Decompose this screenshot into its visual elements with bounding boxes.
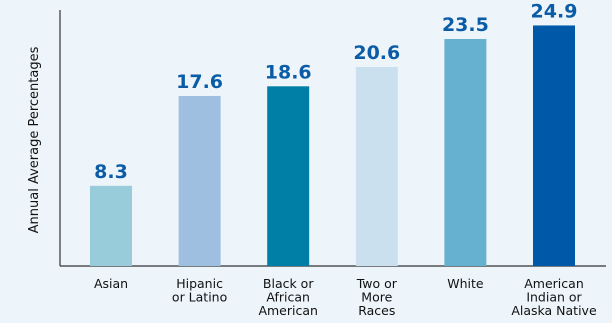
x-tick-label-line: Alaska Native bbox=[511, 303, 597, 318]
bar-5 bbox=[533, 25, 575, 266]
x-tick-label-line: African bbox=[266, 290, 310, 305]
bar-value-label-4: 23.5 bbox=[442, 14, 489, 36]
y-axis-title: Annual Average Percentages bbox=[27, 46, 42, 233]
x-tick-label-line: More bbox=[361, 290, 392, 305]
x-tick-label-line: American bbox=[258, 303, 318, 318]
x-tick-label-line: Indian or bbox=[526, 290, 582, 305]
x-tick-label-1: Hipanic or Latino bbox=[172, 276, 227, 305]
x-tick-label-5: American Indian or Alaska Native bbox=[511, 276, 597, 318]
x-tick-label-0: Asian bbox=[94, 276, 128, 291]
bar-4 bbox=[444, 38, 487, 266]
x-tick-label-line: Hipanic bbox=[176, 276, 223, 291]
bar-1 bbox=[178, 95, 221, 266]
bar-value-label-1: 17.6 bbox=[176, 71, 223, 93]
bar-value-label-0: 8.3 bbox=[94, 161, 128, 183]
bar-value-label-2: 18.6 bbox=[265, 61, 312, 83]
x-tick-label-line: Races bbox=[358, 303, 395, 318]
bar-value-label-5: 24.9 bbox=[531, 0, 578, 22]
x-tick-label-2: Black or African American bbox=[258, 276, 318, 318]
x-tick-label-line: American bbox=[524, 276, 584, 291]
bar-2 bbox=[267, 86, 310, 266]
x-tick-label-line: Black or bbox=[263, 276, 314, 291]
x-tick-label-3: Two or More Races bbox=[356, 276, 398, 318]
x-tick-label-4: White bbox=[447, 276, 484, 291]
bar-3 bbox=[355, 66, 398, 267]
x-tick-label-line: White bbox=[447, 276, 484, 291]
bar-value-label-3: 20.6 bbox=[353, 42, 400, 64]
bar-0 bbox=[90, 185, 132, 266]
value-labels-group: 8.3 17.6 18.6 20.6 23.5 24.9 bbox=[94, 0, 577, 182]
x-tick-label-line: Asian bbox=[94, 276, 128, 291]
x-tick-label-line: or Latino bbox=[172, 290, 227, 305]
x-tick-label-line: Two or bbox=[356, 276, 398, 291]
bars-group bbox=[90, 25, 575, 267]
